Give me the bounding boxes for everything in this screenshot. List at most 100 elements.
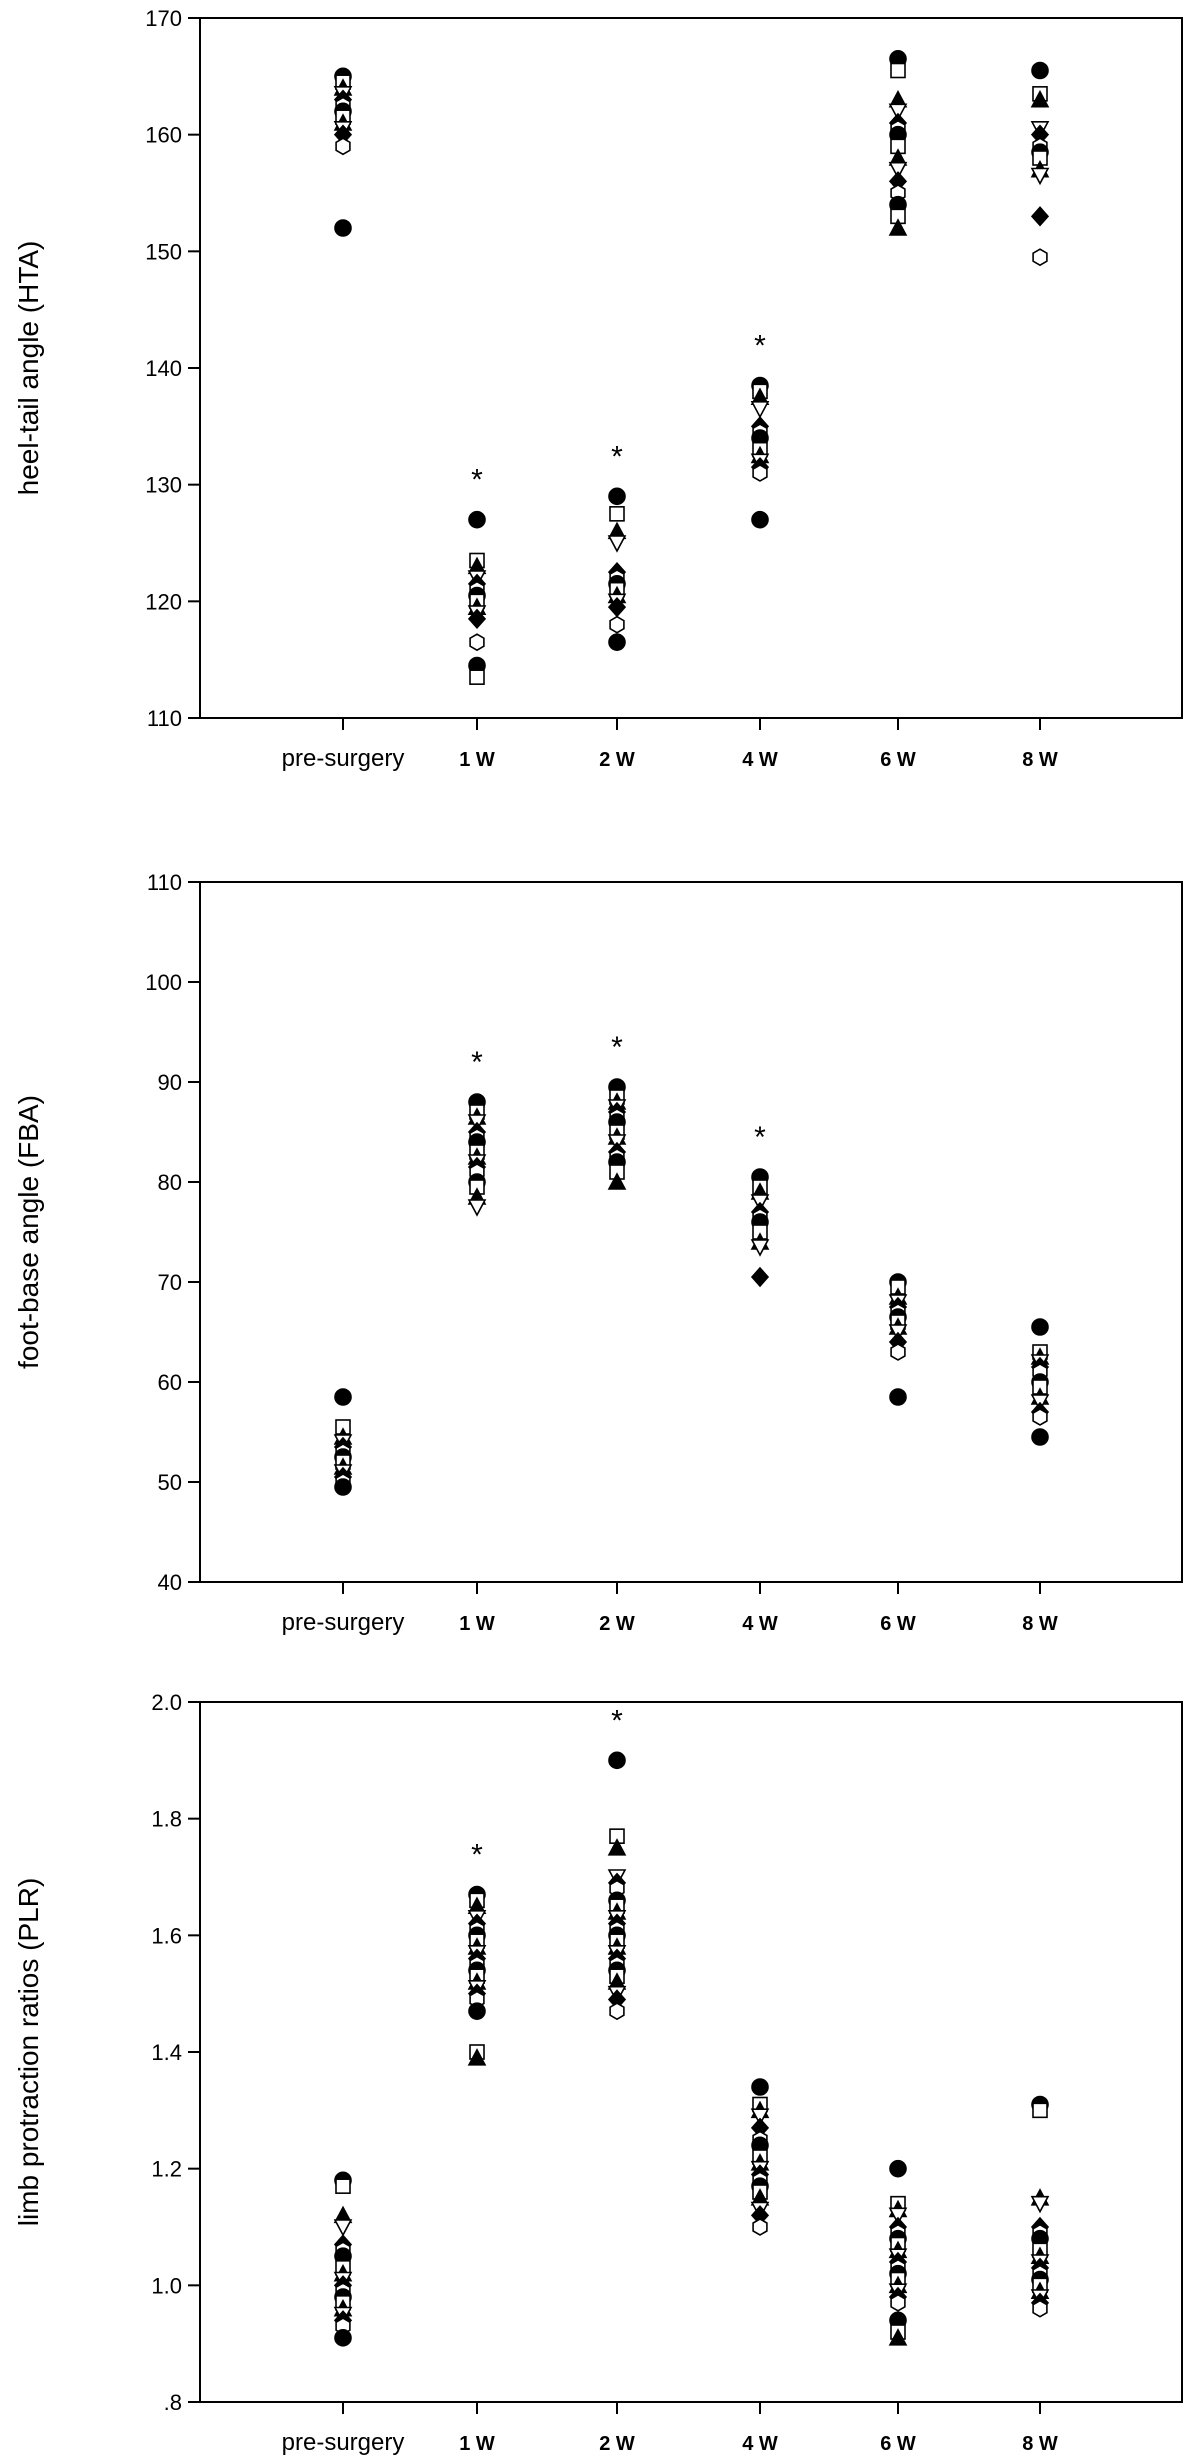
data-series-1-w [467,1885,487,2066]
y-tick-label: 170 [145,6,182,31]
y-tick-label: 1.6 [151,1923,182,1948]
y-tick-label: 150 [145,239,182,264]
data-point [890,1343,906,1361]
data-point [467,2048,487,2066]
data-series-6-w [888,50,908,236]
data-series-1-w [467,1093,487,1217]
x-tick-label: 4 W [742,1613,778,1635]
x-tick-label: 6 W [880,2433,916,2455]
data-point [751,510,769,529]
significance-asterisk: * [471,1839,483,1872]
data-series-6-w [888,1273,908,1406]
significance-asterisk: * [611,1031,623,1064]
data-point [890,62,906,79]
x-tick-label: 4 W [742,749,778,771]
data-series-1-w [467,510,487,685]
x-tick-label: 2 W [599,749,635,771]
data-point [607,1838,627,1856]
data-point [467,1199,487,1217]
data-point [1030,89,1050,108]
chart-panel-3: .8 1.0 1.2 1.4 1.6 1.8 2.0 pre-surgery 1 W 2 W 4 W… [13,1690,1183,2456]
significance-asterisk: * [611,440,623,473]
data-point [750,1266,770,1288]
data-series-pre-surgery [333,67,353,237]
data-point [1030,2195,1050,2214]
y-tick-label: 1.2 [151,2157,182,2182]
data-point [334,1478,352,1496]
data-point [469,669,485,685]
x-tick-label: 2 W [599,1613,635,1635]
data-series-8-w [1030,1318,1050,1446]
x-tick-label: 8 W [1022,1613,1058,1635]
data-point [1030,167,1050,186]
data-point [752,2218,768,2236]
data-point [888,161,908,180]
data-point [889,1388,907,1406]
y-tick-label: 1.4 [151,2040,182,2065]
data-point [607,1172,627,1190]
data-point [609,2002,625,2021]
data-point [333,2219,353,2237]
y-tick-label: 50 [158,1470,182,1495]
data-point [888,103,908,122]
y-tick-label: 100 [145,970,182,995]
data-series-2-w [607,1751,627,2021]
data-point [888,218,908,236]
y-axis-label: limb protraction ratios (PLR) [13,1878,44,2227]
data-series-4-w [750,1168,770,1288]
data-series-2-w [607,1078,627,1190]
x-tick-label: 1 W [459,1613,495,1635]
y-tick-label: 120 [145,589,182,614]
data-point [609,506,625,522]
data-point [609,615,625,634]
data-series-2-w [607,487,627,651]
y-axis-label: foot-base angle (FBA) [13,1095,44,1369]
data-point [889,2159,907,2178]
data-point [1031,61,1049,80]
y-tick-label: 110 [147,706,182,731]
data-point [1032,1408,1048,1426]
x-tick-label: pre-surgery [282,745,405,772]
y-tick-label: 1.0 [151,2273,182,2298]
x-tick-label: 8 W [1022,749,1058,771]
y-tick-label: 1.8 [151,1807,182,1832]
y-tick-label: 160 [145,123,182,148]
x-tick-label: 2 W [599,2433,635,2455]
y-tick-label: 90 [158,1070,182,1095]
x-tick-label: pre-surgery [282,1609,405,1636]
data-point [335,2178,351,2194]
data-point [467,608,487,630]
significance-asterisk: * [471,1046,483,1079]
data-series-8-w [1030,61,1050,267]
significance-asterisk: * [754,1121,766,1154]
y-tick-label: 60 [158,1370,182,1395]
data-series-4-w [750,376,770,529]
data-point [751,2078,769,2096]
x-tick-label: pre-surgery [282,2429,405,2456]
significance-asterisk: * [611,1704,623,1737]
data-point [890,2293,906,2312]
chart-panel-1: 110 120 130 140 150 160 170 pre-surgery 1 W 2 W 4 … [13,6,1183,772]
data-point [750,1239,770,1257]
x-tick-label: 6 W [880,749,916,771]
data-point [608,487,626,506]
y-tick-label: 110 [147,870,182,895]
data-point [888,2328,908,2346]
data-point [888,2207,908,2226]
chart-panel-2: 40 50 60 70 80 90 100 110 pre-surgery 1 W 2 W 4 W 6 … [13,870,1183,1636]
data-point [608,1751,626,1770]
y-tick-label: 70 [158,1270,182,1295]
data-point [1031,1318,1049,1336]
data-point [334,2329,352,2347]
data-point [334,219,352,237]
y-axis-label: heel-tail angle (HTA) [13,241,44,496]
x-tick-label: 6 W [880,1613,916,1635]
data-point [750,2108,770,2126]
data-point [1030,206,1050,227]
significance-asterisk: * [754,330,766,363]
x-tick-label: 1 W [459,2433,495,2455]
data-point [1032,2102,1048,2119]
y-tick-label: 2.0 [151,1690,182,1715]
data-series-pre-surgery [333,2171,353,2347]
